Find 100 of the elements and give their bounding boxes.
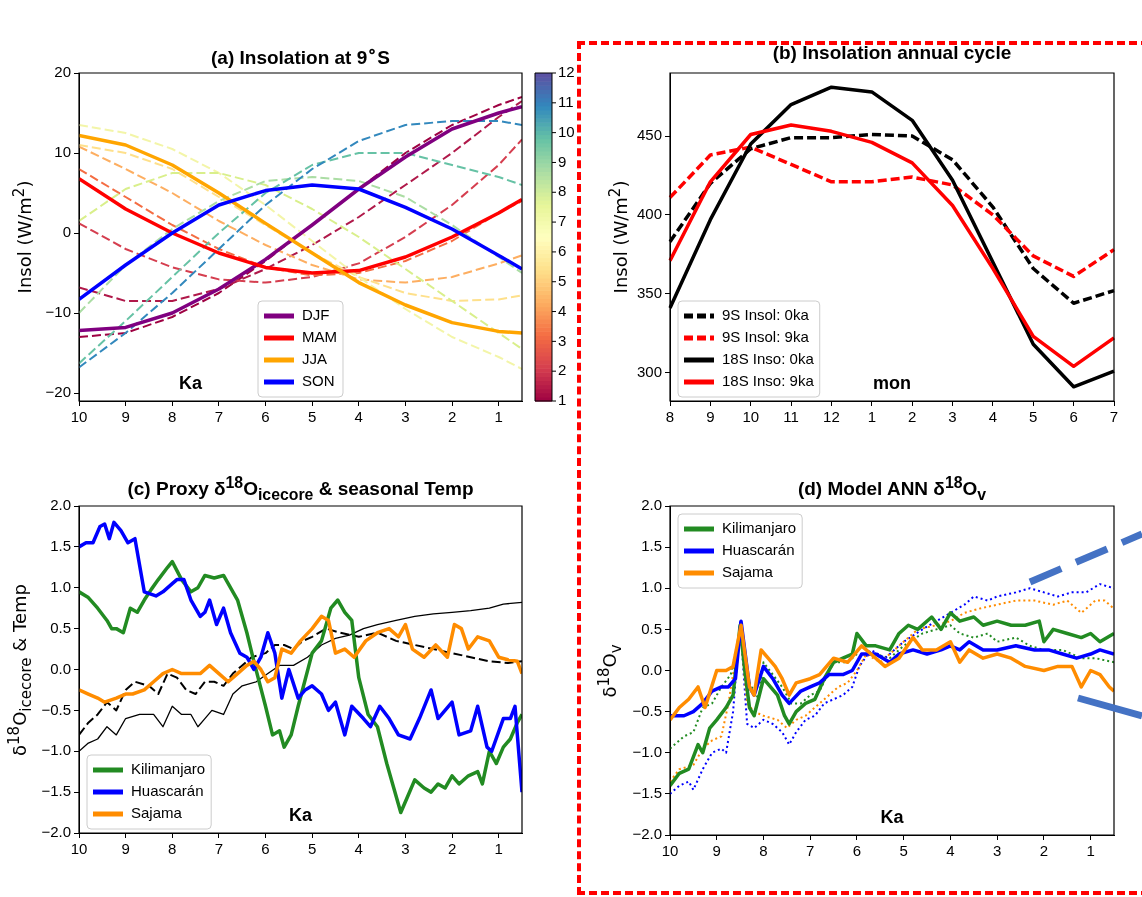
y-tick-label: −1.0 xyxy=(41,741,71,759)
legend-label: Kilimanjaro xyxy=(722,519,797,537)
color-bar-label: 7 xyxy=(558,212,567,230)
color-bar-label: 3 xyxy=(558,331,567,349)
legend-label: JJA xyxy=(302,350,328,368)
color-bar-label: 2 xyxy=(558,361,567,379)
x-tick-label: 5 xyxy=(307,840,317,858)
x-tick-label: 2 xyxy=(447,408,457,426)
legend-label: 9S Insol: 9ka xyxy=(722,328,810,346)
x-axis-title: Ka xyxy=(178,373,203,394)
color-bar-label: 10 xyxy=(558,122,575,140)
x-tick-label: 6 xyxy=(1069,408,1078,426)
chart-title: (c) Proxy δ$^{18}$O$_{icecore}$ & seasonal Temp xyxy=(127,474,474,504)
x-tick-label: 10 xyxy=(742,408,760,426)
y-tick-label: −20 xyxy=(45,383,71,401)
color-bar-label: 4 xyxy=(558,301,567,319)
x-tick-label: 7 xyxy=(1109,408,1119,426)
x-tick-label: 8 xyxy=(759,842,768,860)
x-tick-label: 3 xyxy=(401,840,410,858)
x-tick-label: 1 xyxy=(494,840,503,858)
y-tick-label: 0.0 xyxy=(641,660,662,678)
y-tick-label: −2.0 xyxy=(41,823,71,841)
chart-title: (d) Model ANN δ$^{18}$O$_{v}$ xyxy=(797,474,987,504)
y-tick-label: 2.0 xyxy=(641,496,662,514)
x-tick-label: 4 xyxy=(988,408,998,426)
color-bar-label: 1 xyxy=(558,391,567,409)
x-axis-title: Ka xyxy=(288,805,313,826)
y-tick-label: −2.0 xyxy=(632,825,662,843)
line-series xyxy=(79,172,522,350)
y-tick-label: −1.5 xyxy=(41,782,71,800)
x-tick-label: 5 xyxy=(307,408,317,426)
line-series xyxy=(79,100,522,302)
y-tick-label: 1.0 xyxy=(50,577,71,595)
legend-label: Kilimanjaro xyxy=(131,760,206,778)
x-axis-title: Ka xyxy=(879,807,905,828)
color-bar-label: 11 xyxy=(558,92,574,110)
x-tick-label: 8 xyxy=(168,840,177,858)
x-tick-label: 7 xyxy=(214,408,224,426)
x-tick-label: 10 xyxy=(70,408,88,426)
color-bar-label: 6 xyxy=(558,242,567,260)
x-tick-label: 6 xyxy=(852,842,862,860)
y-tick-label: 0.5 xyxy=(641,619,662,637)
x-tick-label: 11 xyxy=(783,408,799,426)
y-tick-label: 300 xyxy=(636,362,662,380)
y-tick-label: −1.5 xyxy=(632,784,662,802)
x-tick-label: 10 xyxy=(70,840,88,858)
y-tick-label: 1.5 xyxy=(641,537,662,555)
x-tick-label: 12 xyxy=(823,408,840,426)
x-tick-label: 2 xyxy=(447,840,457,858)
y-tick-label: 0 xyxy=(62,223,71,241)
legend-label: DJF xyxy=(302,306,330,324)
x-tick-label: 4 xyxy=(946,842,955,860)
x-tick-label: 1 xyxy=(494,408,503,426)
legend-label: Sajama xyxy=(131,804,183,822)
legend-label: Huascarán xyxy=(131,782,204,800)
y-tick-label: −0.5 xyxy=(41,700,71,718)
x-tick-label: 7 xyxy=(214,840,224,858)
y-tick-label: 450 xyxy=(636,126,662,144)
x-tick-label: 7 xyxy=(806,842,815,860)
y-tick-label: 400 xyxy=(636,205,662,223)
x-tick-label: 2 xyxy=(1039,842,1049,860)
color-bar-label: 12 xyxy=(558,63,575,81)
x-tick-label: 9 xyxy=(121,840,130,858)
legend-label: MAM xyxy=(302,328,337,346)
x-tick-label: 4 xyxy=(354,408,363,426)
legend-label: 9S Insol: 0ka xyxy=(722,306,810,324)
x-tick-label: 6 xyxy=(261,408,270,426)
x-tick-label: 8 xyxy=(665,408,675,426)
chart-title: (a) Insolation at 9$^{∘}$S xyxy=(211,43,390,69)
y-tick-label: 1.0 xyxy=(641,578,662,596)
color-bar-label: 8 xyxy=(558,182,567,200)
y-tick-label: 0.0 xyxy=(50,659,71,677)
x-tick-label: 9 xyxy=(121,408,130,426)
legend-label: 18S Inso: 0ka xyxy=(722,350,815,368)
x-tick-label: 8 xyxy=(168,408,177,426)
x-tick-label: 2 xyxy=(908,408,917,426)
chart-title: (b) Insolation annual cycle xyxy=(771,42,1013,64)
y-tick-label: 2.0 xyxy=(50,496,71,514)
x-tick-label: 9 xyxy=(706,408,715,426)
x-tick-label: 6 xyxy=(261,840,270,858)
y-tick-label: 1.5 xyxy=(50,537,71,555)
x-axis-title: mon xyxy=(872,373,912,394)
x-tick-label: 10 xyxy=(661,842,679,860)
y-tick-label: 10 xyxy=(54,143,71,161)
x-tick-label: 4 xyxy=(354,840,363,858)
y-tick-label: 0.5 xyxy=(50,618,71,636)
legend-label: Huascarán xyxy=(722,541,795,559)
legend-label: 18S Inso: 9ka xyxy=(722,372,815,390)
x-tick-label: 3 xyxy=(401,408,410,426)
x-tick-label: 5 xyxy=(1029,408,1038,426)
x-tick-label: 3 xyxy=(948,408,957,426)
legend-label: Sajama xyxy=(722,563,774,581)
x-tick-label: 5 xyxy=(899,842,908,860)
y-tick-label: −1.0 xyxy=(632,742,662,760)
x-tick-label: 9 xyxy=(712,842,721,860)
y-tick-label: 350 xyxy=(636,283,662,301)
color-bar-label: 5 xyxy=(558,271,567,289)
x-tick-label: 1 xyxy=(1086,842,1095,860)
legend-label: SON xyxy=(302,372,335,390)
x-tick-label: 1 xyxy=(867,408,876,426)
